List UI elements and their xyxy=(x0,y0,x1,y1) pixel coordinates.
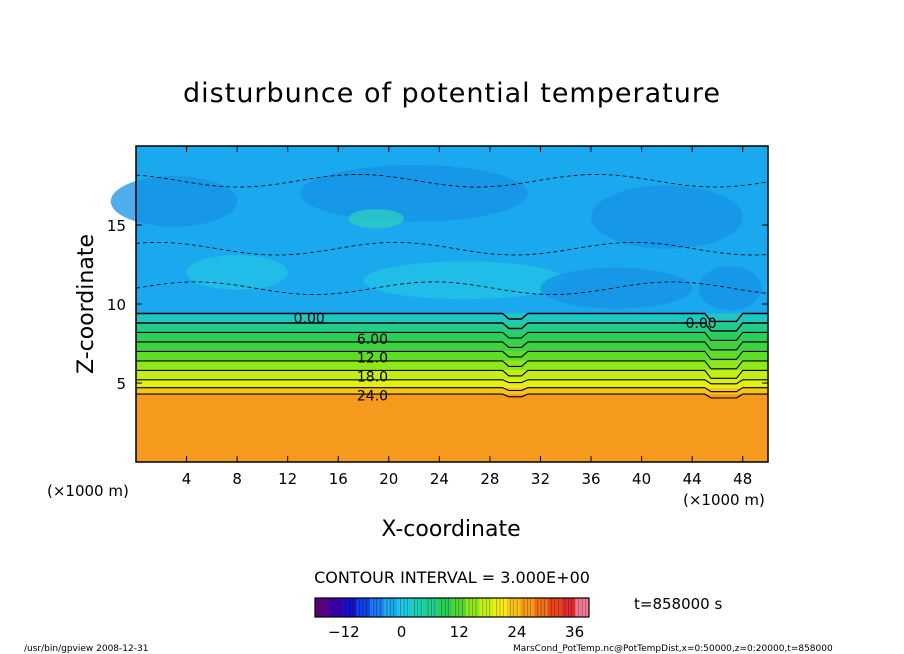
y-tick-label-5: 5 xyxy=(116,375,126,393)
colorbar-cell-7 xyxy=(410,598,426,617)
dashed-contour-0 xyxy=(135,281,769,295)
upper-anomalies xyxy=(110,164,762,311)
layer-1 xyxy=(136,387,768,395)
y-axis-title: Z-coordinate xyxy=(74,234,99,374)
contour-line-9 xyxy=(136,322,768,332)
contour-label-5: 0.00 xyxy=(686,316,717,332)
footer-right: MarsCond_PotTemp.nc@PotTempDist,x=0:5000… xyxy=(513,644,833,654)
colorbar-cell-4 xyxy=(369,598,384,617)
colorbar-cell-10 xyxy=(452,598,467,617)
contour-line-3 xyxy=(136,379,768,385)
colorbar-tick-label--12: −12 xyxy=(328,623,360,641)
colorbar-cell-0 xyxy=(315,598,330,617)
colorbar-tick-label-12: 12 xyxy=(450,623,469,641)
colorbar-ticks: −12 0 12 24 36 xyxy=(328,623,584,641)
anomaly-patch-5 xyxy=(363,261,566,300)
colorbar-cell-13 xyxy=(493,598,508,617)
anomaly-patch-0 xyxy=(110,176,238,227)
x-tick-label-16: 16 xyxy=(329,470,348,488)
footer-left: /usr/bin/gpview 2008-12-31 xyxy=(24,644,148,654)
colorbar-cell-8 xyxy=(424,598,439,617)
layer-6 xyxy=(136,341,768,352)
contour-line-5 xyxy=(136,360,768,370)
colorbar-tick-label-24: 24 xyxy=(507,623,526,641)
contour-label-0: 0.00 xyxy=(294,311,325,327)
x-axis-ticks: 4 8 12 16 20 24 28 32 36 40 44 48 xyxy=(182,146,752,488)
y-tick-label-10: 10 xyxy=(107,296,126,314)
layer-7 xyxy=(136,332,768,342)
x-tick-label-44: 44 xyxy=(683,470,702,488)
colorbar-cell-1 xyxy=(328,598,343,617)
x-tick-label-4: 4 xyxy=(182,470,192,488)
colorbar-cell-18 xyxy=(561,598,576,617)
x-tick-label-40: 40 xyxy=(632,470,651,488)
colorbar-cell-3 xyxy=(356,598,371,617)
time-label: t=858000 s xyxy=(634,595,722,613)
x-axis-title: X-coordinate xyxy=(381,517,520,542)
colorbar-cell-17 xyxy=(547,598,563,617)
anomaly-patch-2 xyxy=(591,185,743,249)
contour-line-2 xyxy=(136,387,768,393)
layer-9 xyxy=(136,313,768,323)
dashed-contour-2 xyxy=(135,173,769,188)
x-unit-label: (×1000 m) xyxy=(683,491,765,509)
x-tick-label-48: 48 xyxy=(733,470,752,488)
contour-line-8 xyxy=(136,331,768,341)
colorbar-cell-15 xyxy=(520,598,535,617)
colorbar-cell-11 xyxy=(465,598,480,617)
anomaly-patch-1 xyxy=(300,164,528,222)
colorbar-cell-2 xyxy=(342,598,357,617)
x-tick-label-8: 8 xyxy=(232,470,242,488)
y-unit-label: (×1000 m) xyxy=(47,482,129,500)
contour-labels: 0.00 6.00 12.0 18.0 24.0 0.00 xyxy=(294,311,717,404)
x-tick-label-20: 20 xyxy=(379,470,398,488)
contour-line-1 xyxy=(136,393,768,399)
layer-4 xyxy=(136,360,768,371)
x-tick-label-24: 24 xyxy=(430,470,449,488)
contour-interval-label: CONTOUR INTERVAL = 3.000E+00 xyxy=(314,568,590,587)
colorbar-cell-5 xyxy=(383,598,398,617)
layer-3 xyxy=(136,370,768,380)
colorbar-tick-label-0: 0 xyxy=(397,623,407,641)
layer-5 xyxy=(136,351,768,361)
layer-0 xyxy=(136,394,768,462)
contour-line-7 xyxy=(136,341,768,351)
colorbar-frame xyxy=(314,597,590,618)
anomaly-patch-4 xyxy=(186,255,288,290)
contour-label-1: 6.00 xyxy=(357,332,388,348)
x-tick-label-36: 36 xyxy=(581,470,600,488)
contour-line-10 xyxy=(136,312,768,323)
anomaly-patch-3 xyxy=(348,209,404,229)
colorbar-cell-14 xyxy=(506,598,521,617)
colorbar-cell-16 xyxy=(534,598,549,617)
y-tick-label-15: 15 xyxy=(107,217,126,235)
layer-8 xyxy=(136,322,768,333)
colorbar xyxy=(315,598,590,617)
colorbar-tick-label-36: 36 xyxy=(565,623,584,641)
colorbar-cell-6 xyxy=(397,598,412,617)
contour-label-3: 18.0 xyxy=(357,370,388,386)
layer-2 xyxy=(136,379,768,388)
colorbar-cell-12 xyxy=(479,598,494,617)
contour-line-6 xyxy=(136,350,768,360)
chart-title: disturbunce of potential temperature xyxy=(183,78,721,109)
colorbar-cell-9 xyxy=(438,598,453,617)
y-axis-ticks: 5 10 15 xyxy=(107,217,768,393)
colorbar-cell-19 xyxy=(575,598,590,617)
contour-line-4 xyxy=(136,369,768,379)
x-tick-label-12: 12 xyxy=(278,470,297,488)
x-tick-label-28: 28 xyxy=(480,470,499,488)
contour-label-4: 24.0 xyxy=(357,389,388,405)
dashed-contour-1 xyxy=(135,242,769,256)
contour-lines xyxy=(135,173,769,399)
anomaly-patch-6 xyxy=(540,267,693,309)
contour-label-2: 12.0 xyxy=(357,351,388,367)
x-tick-label-32: 32 xyxy=(531,470,550,488)
